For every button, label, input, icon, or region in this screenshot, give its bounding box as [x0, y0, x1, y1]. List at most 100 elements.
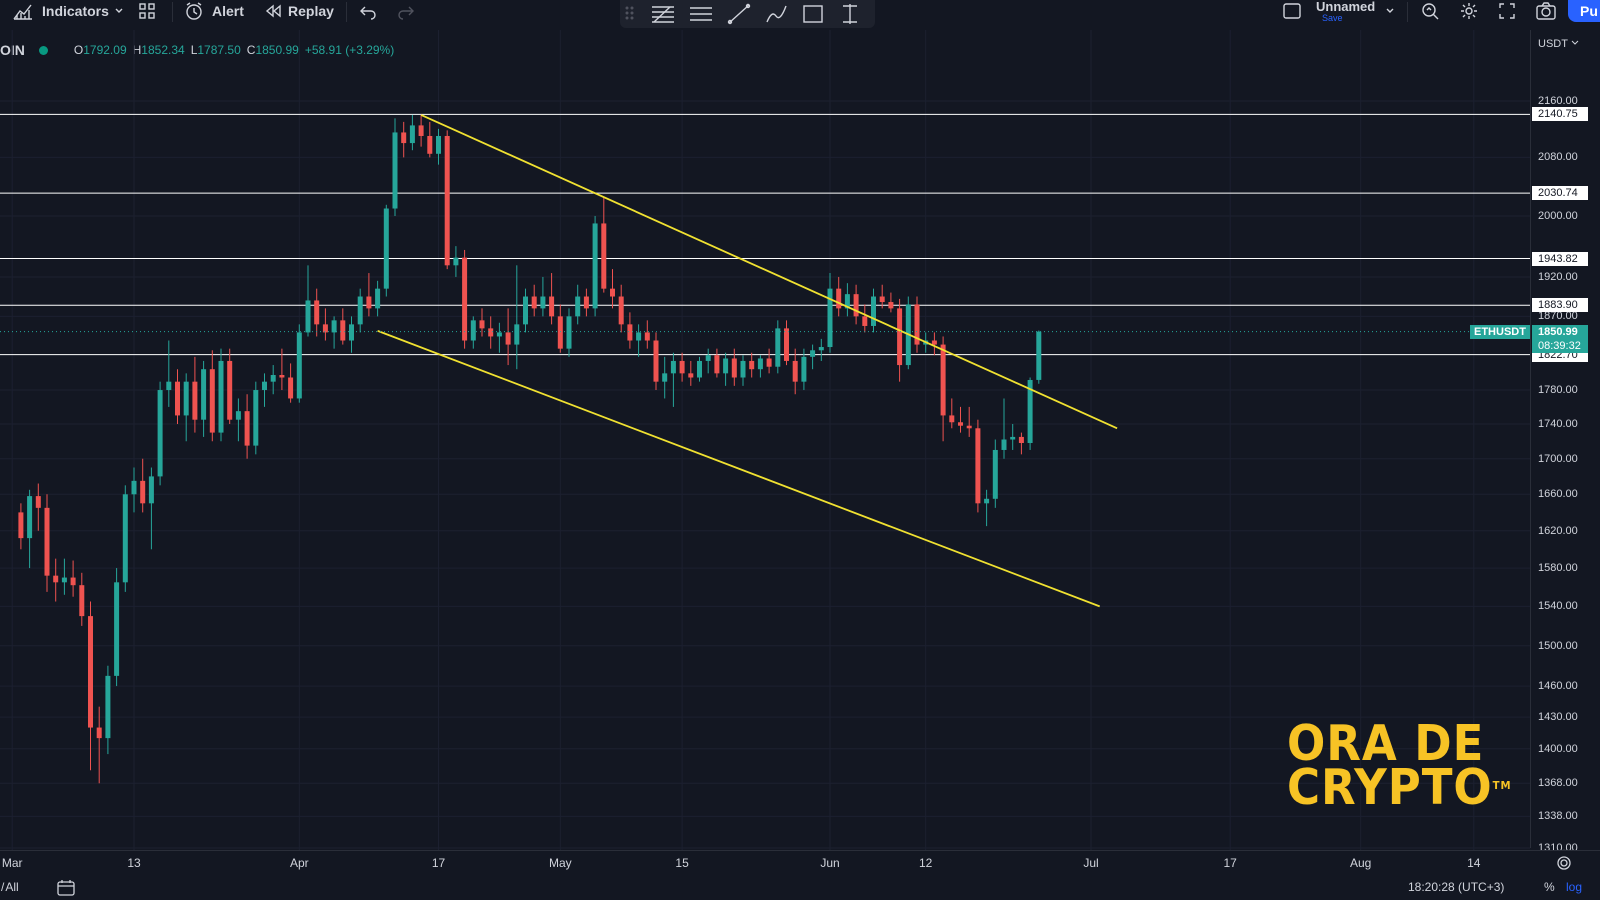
- brush-icon[interactable]: [764, 2, 790, 26]
- snapshot-button[interactable]: [1535, 0, 1557, 22]
- top-toolbar: Indicators Alert Replay Unnamed Save: [0, 0, 1600, 28]
- replay-button[interactable]: Replay: [264, 0, 334, 22]
- redo-button[interactable]: [397, 0, 415, 22]
- candle-body: [349, 324, 354, 341]
- candle-body: [888, 302, 894, 309]
- candle-body: [844, 294, 850, 309]
- horizontal-levels: [0, 113, 1530, 356]
- price-tick-label: 2160.00: [1538, 95, 1578, 107]
- trend-line-icon[interactable]: [726, 2, 752, 26]
- timezone-clock[interactable]: 18:20:28 (UTC+3): [1408, 880, 1505, 894]
- goto-date-button[interactable]: [56, 878, 76, 899]
- candlestick-series: [18, 114, 1042, 784]
- layout-checkbox[interactable]: [1282, 0, 1302, 22]
- price-tick-label: 1540.00: [1538, 600, 1578, 613]
- candle-body: [853, 294, 859, 317]
- candle-body: [784, 328, 789, 361]
- percent-scale-toggle[interactable]: %: [1544, 880, 1555, 894]
- trendline-lower: [377, 329, 1101, 608]
- watermark-logo: ORA DE CRYPTOTM: [1287, 715, 1512, 816]
- candle-body: [262, 381, 267, 391]
- templates-button[interactable]: [138, 0, 156, 22]
- candle-body: [53, 575, 59, 583]
- candle-body: [18, 512, 24, 539]
- publish-button[interactable]: Pu: [1568, 0, 1600, 22]
- price-tick-label: 2080.00: [1538, 151, 1578, 164]
- price-tick-label: 1700.00: [1538, 452, 1578, 465]
- parallel-channel-icon[interactable]: [688, 2, 714, 26]
- candle-body: [723, 358, 729, 374]
- drawing-tools-bar: [620, 0, 875, 28]
- candle-body: [775, 328, 781, 367]
- toolbar-separator: [1407, 2, 1408, 22]
- candle-body: [618, 296, 624, 325]
- alert-button[interactable]: Alert: [184, 0, 244, 22]
- fib-retracement-icon[interactable]: [650, 2, 676, 26]
- candle-body: [79, 585, 85, 617]
- level-price-label: 1943.82: [1532, 251, 1588, 266]
- candle-body: [549, 296, 555, 317]
- gear-icon: [1461, 3, 1477, 19]
- candle-body: [340, 320, 346, 341]
- quick-search-button[interactable]: [1420, 0, 1440, 22]
- layout-name-button[interactable]: Unnamed Save: [1316, 0, 1376, 23]
- chevron-down-icon: [1571, 40, 1579, 45]
- candle-body: [679, 360, 685, 374]
- settings-button[interactable]: [1459, 0, 1479, 22]
- candle-body: [375, 288, 381, 309]
- candle-body: [566, 316, 572, 349]
- undo-button[interactable]: [359, 0, 377, 22]
- candle-body: [636, 332, 642, 341]
- axis-settings-button[interactable]: [1556, 855, 1572, 876]
- price-tick-label: 1660.00: [1538, 488, 1578, 501]
- time-axis-label: Apr: [289, 856, 309, 870]
- candle-body: [366, 296, 372, 309]
- candle-body: [166, 381, 172, 391]
- candle-body: [305, 300, 311, 333]
- candle-body: [575, 296, 581, 317]
- time-axis-label: Aug: [1350, 856, 1372, 870]
- candle-body: [479, 320, 485, 329]
- candle-body: [592, 223, 598, 309]
- candle-body: [583, 296, 589, 309]
- candle-body: [740, 360, 746, 378]
- time-axis-label: Jun: [820, 856, 840, 870]
- candle-body: [383, 208, 389, 289]
- candle-body: [514, 324, 520, 345]
- measure-icon[interactable]: [837, 2, 863, 26]
- symbol-name[interactable]: OIN: [0, 42, 25, 58]
- time-axis-label: 15: [675, 856, 689, 870]
- price-axis[interactable]: [1530, 30, 1600, 848]
- candle-body: [1018, 436, 1024, 443]
- fullscreen-button[interactable]: [1497, 0, 1517, 22]
- rectangle-icon[interactable]: [800, 2, 826, 26]
- candle-body: [70, 577, 76, 586]
- time-axis-label: 13: [127, 856, 141, 870]
- candle-body: [209, 369, 215, 433]
- trendlines: [377, 114, 1118, 608]
- price-tick-label: 2000.00: [1538, 209, 1578, 222]
- open-value: 1792.09: [83, 43, 127, 57]
- bottom-bar: / All 18:20:28 (UTC+3) % log: [0, 878, 1600, 900]
- drag-handle-icon[interactable]: [624, 2, 636, 24]
- indicators-dropdown-chevron[interactable]: [114, 0, 124, 22]
- candle-body: [409, 125, 415, 144]
- log-scale-toggle[interactable]: log: [1566, 880, 1583, 894]
- candle-body: [175, 381, 180, 416]
- candle-body: [1001, 439, 1007, 450]
- range-all-button[interactable]: / All: [0, 880, 19, 894]
- candle-body: [427, 135, 433, 154]
- candle-body: [444, 135, 450, 266]
- candle-body: [148, 476, 154, 504]
- candle-body: [940, 344, 946, 416]
- candle-body: [627, 324, 633, 341]
- candle-body: [418, 125, 424, 136]
- candle-body: [27, 496, 33, 539]
- candle-body: [949, 415, 955, 423]
- time-axis-label: Mar: [1, 856, 23, 870]
- indicators-button[interactable]: Indicators: [12, 0, 109, 22]
- currency-selector[interactable]: USDT: [1538, 38, 1579, 50]
- alarm-clock-icon: [186, 2, 202, 20]
- layout-dropdown-chevron[interactable]: [1385, 0, 1395, 22]
- candle-body: [218, 360, 224, 433]
